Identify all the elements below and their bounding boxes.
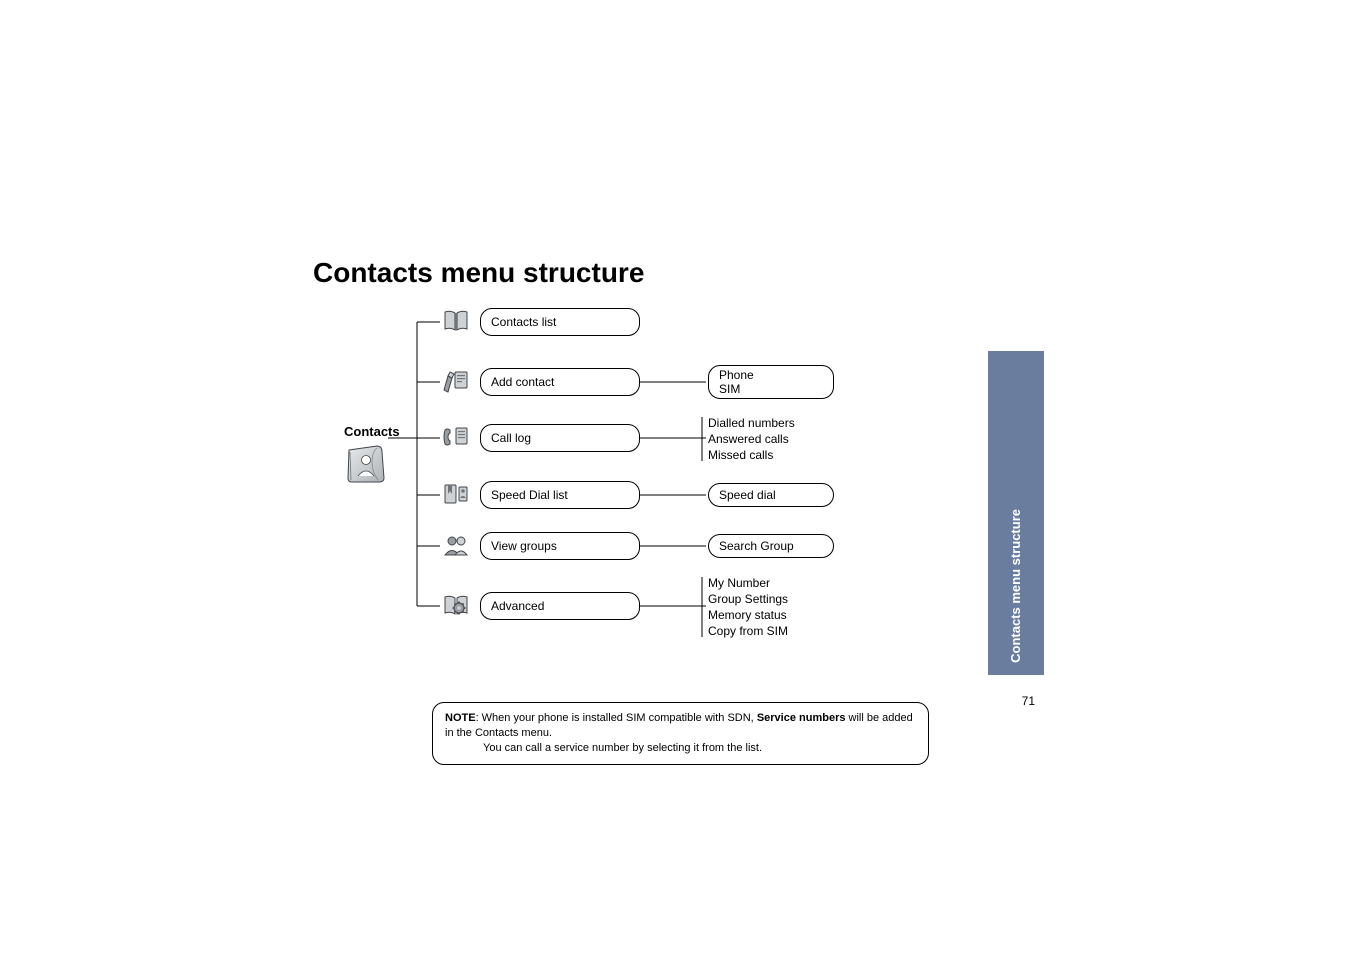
note-prefix: NOTE: [445, 712, 476, 724]
menu-item-box: Call log: [480, 424, 640, 452]
submenu-label: Search Group: [719, 539, 794, 553]
menu-item-label: Add contact: [491, 375, 554, 389]
submenu-label: Phone: [719, 368, 754, 382]
submenu-list: Dialled numbersAnswered callsMissed call…: [708, 415, 795, 463]
menu-item-icon: [442, 368, 470, 394]
submenu-label: Memory status: [708, 607, 788, 623]
menu-item-box: Speed Dial list: [480, 481, 640, 509]
note-box: NOTE: When your phone is installed SIM c…: [432, 702, 929, 765]
menu-item-icon: [442, 481, 470, 507]
submenu-list: My NumberGroup SettingsMemory statusCopy…: [708, 575, 788, 639]
menu-item-label: Advanced: [491, 599, 544, 613]
menu-item-label: Call log: [491, 431, 531, 445]
menu-item-label: Speed Dial list: [491, 488, 568, 502]
connector-lines: [0, 0, 1351, 954]
note-text-2: You can call a service number by selecti…: [483, 741, 762, 756]
note-text-1b: Service numbers: [757, 712, 846, 724]
submenu-box: Speed dial: [708, 483, 834, 507]
submenu-label: My Number: [708, 575, 788, 591]
submenu-box: PhoneSIM: [708, 365, 834, 399]
note-text-1a: : When your phone is installed SIM compa…: [476, 712, 757, 724]
menu-item-icon: [442, 592, 470, 618]
submenu-label: Speed dial: [719, 488, 776, 502]
menu-item-box: Contacts list: [480, 308, 640, 336]
menu-item-icon: [442, 308, 470, 334]
menu-item-box: View groups: [480, 532, 640, 560]
submenu-label: Group Settings: [708, 591, 788, 607]
submenu-label: Copy from SIM: [708, 623, 788, 639]
menu-item-box: Advanced: [480, 592, 640, 620]
submenu-box: Search Group: [708, 534, 834, 558]
submenu-label: SIM: [719, 382, 740, 396]
menu-item-icon: [442, 532, 470, 558]
menu-item-icon: [442, 424, 470, 450]
menu-item-label: Contacts list: [491, 315, 556, 329]
submenu-label: Missed calls: [708, 447, 795, 463]
menu-item-label: View groups: [491, 539, 557, 553]
submenu-label: Dialled numbers: [708, 415, 795, 431]
menu-item-box: Add contact: [480, 368, 640, 396]
submenu-label: Answered calls: [708, 431, 795, 447]
